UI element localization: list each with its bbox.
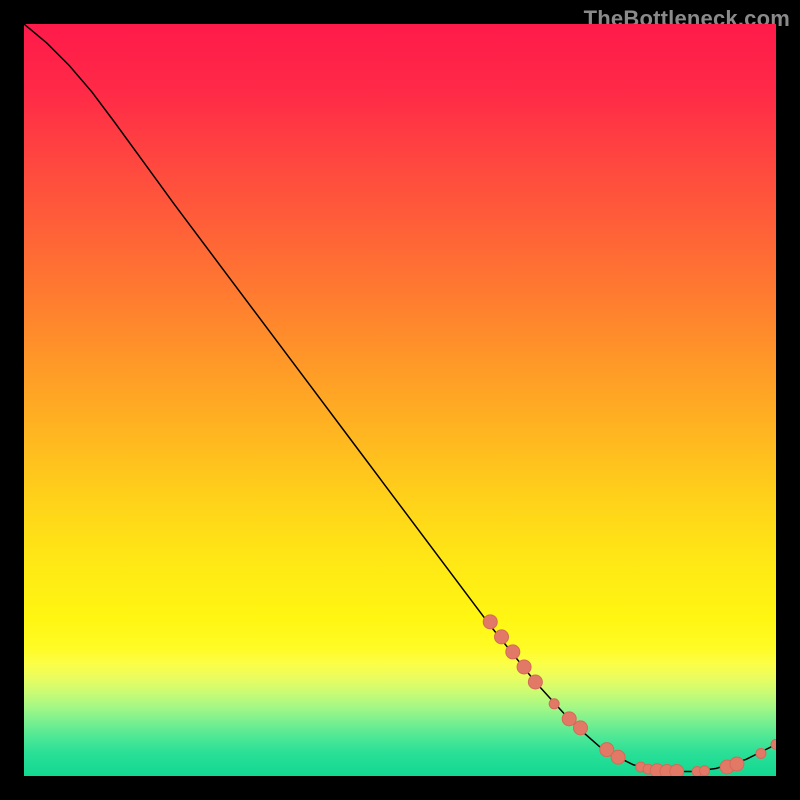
marker-point bbox=[756, 748, 766, 758]
chart-background bbox=[24, 24, 776, 776]
marker-point bbox=[528, 675, 542, 689]
marker-point bbox=[611, 750, 625, 764]
marker-point bbox=[483, 615, 497, 629]
marker-point bbox=[495, 630, 509, 644]
marker-point bbox=[549, 699, 559, 709]
marker-point bbox=[730, 757, 744, 771]
marker-point bbox=[700, 766, 710, 776]
marker-point bbox=[670, 764, 684, 776]
marker-point bbox=[562, 712, 576, 726]
chart-area bbox=[24, 24, 776, 776]
bottleneck-curve-chart bbox=[24, 24, 776, 776]
marker-point bbox=[573, 721, 587, 735]
marker-point bbox=[506, 645, 520, 659]
marker-point bbox=[517, 660, 531, 674]
